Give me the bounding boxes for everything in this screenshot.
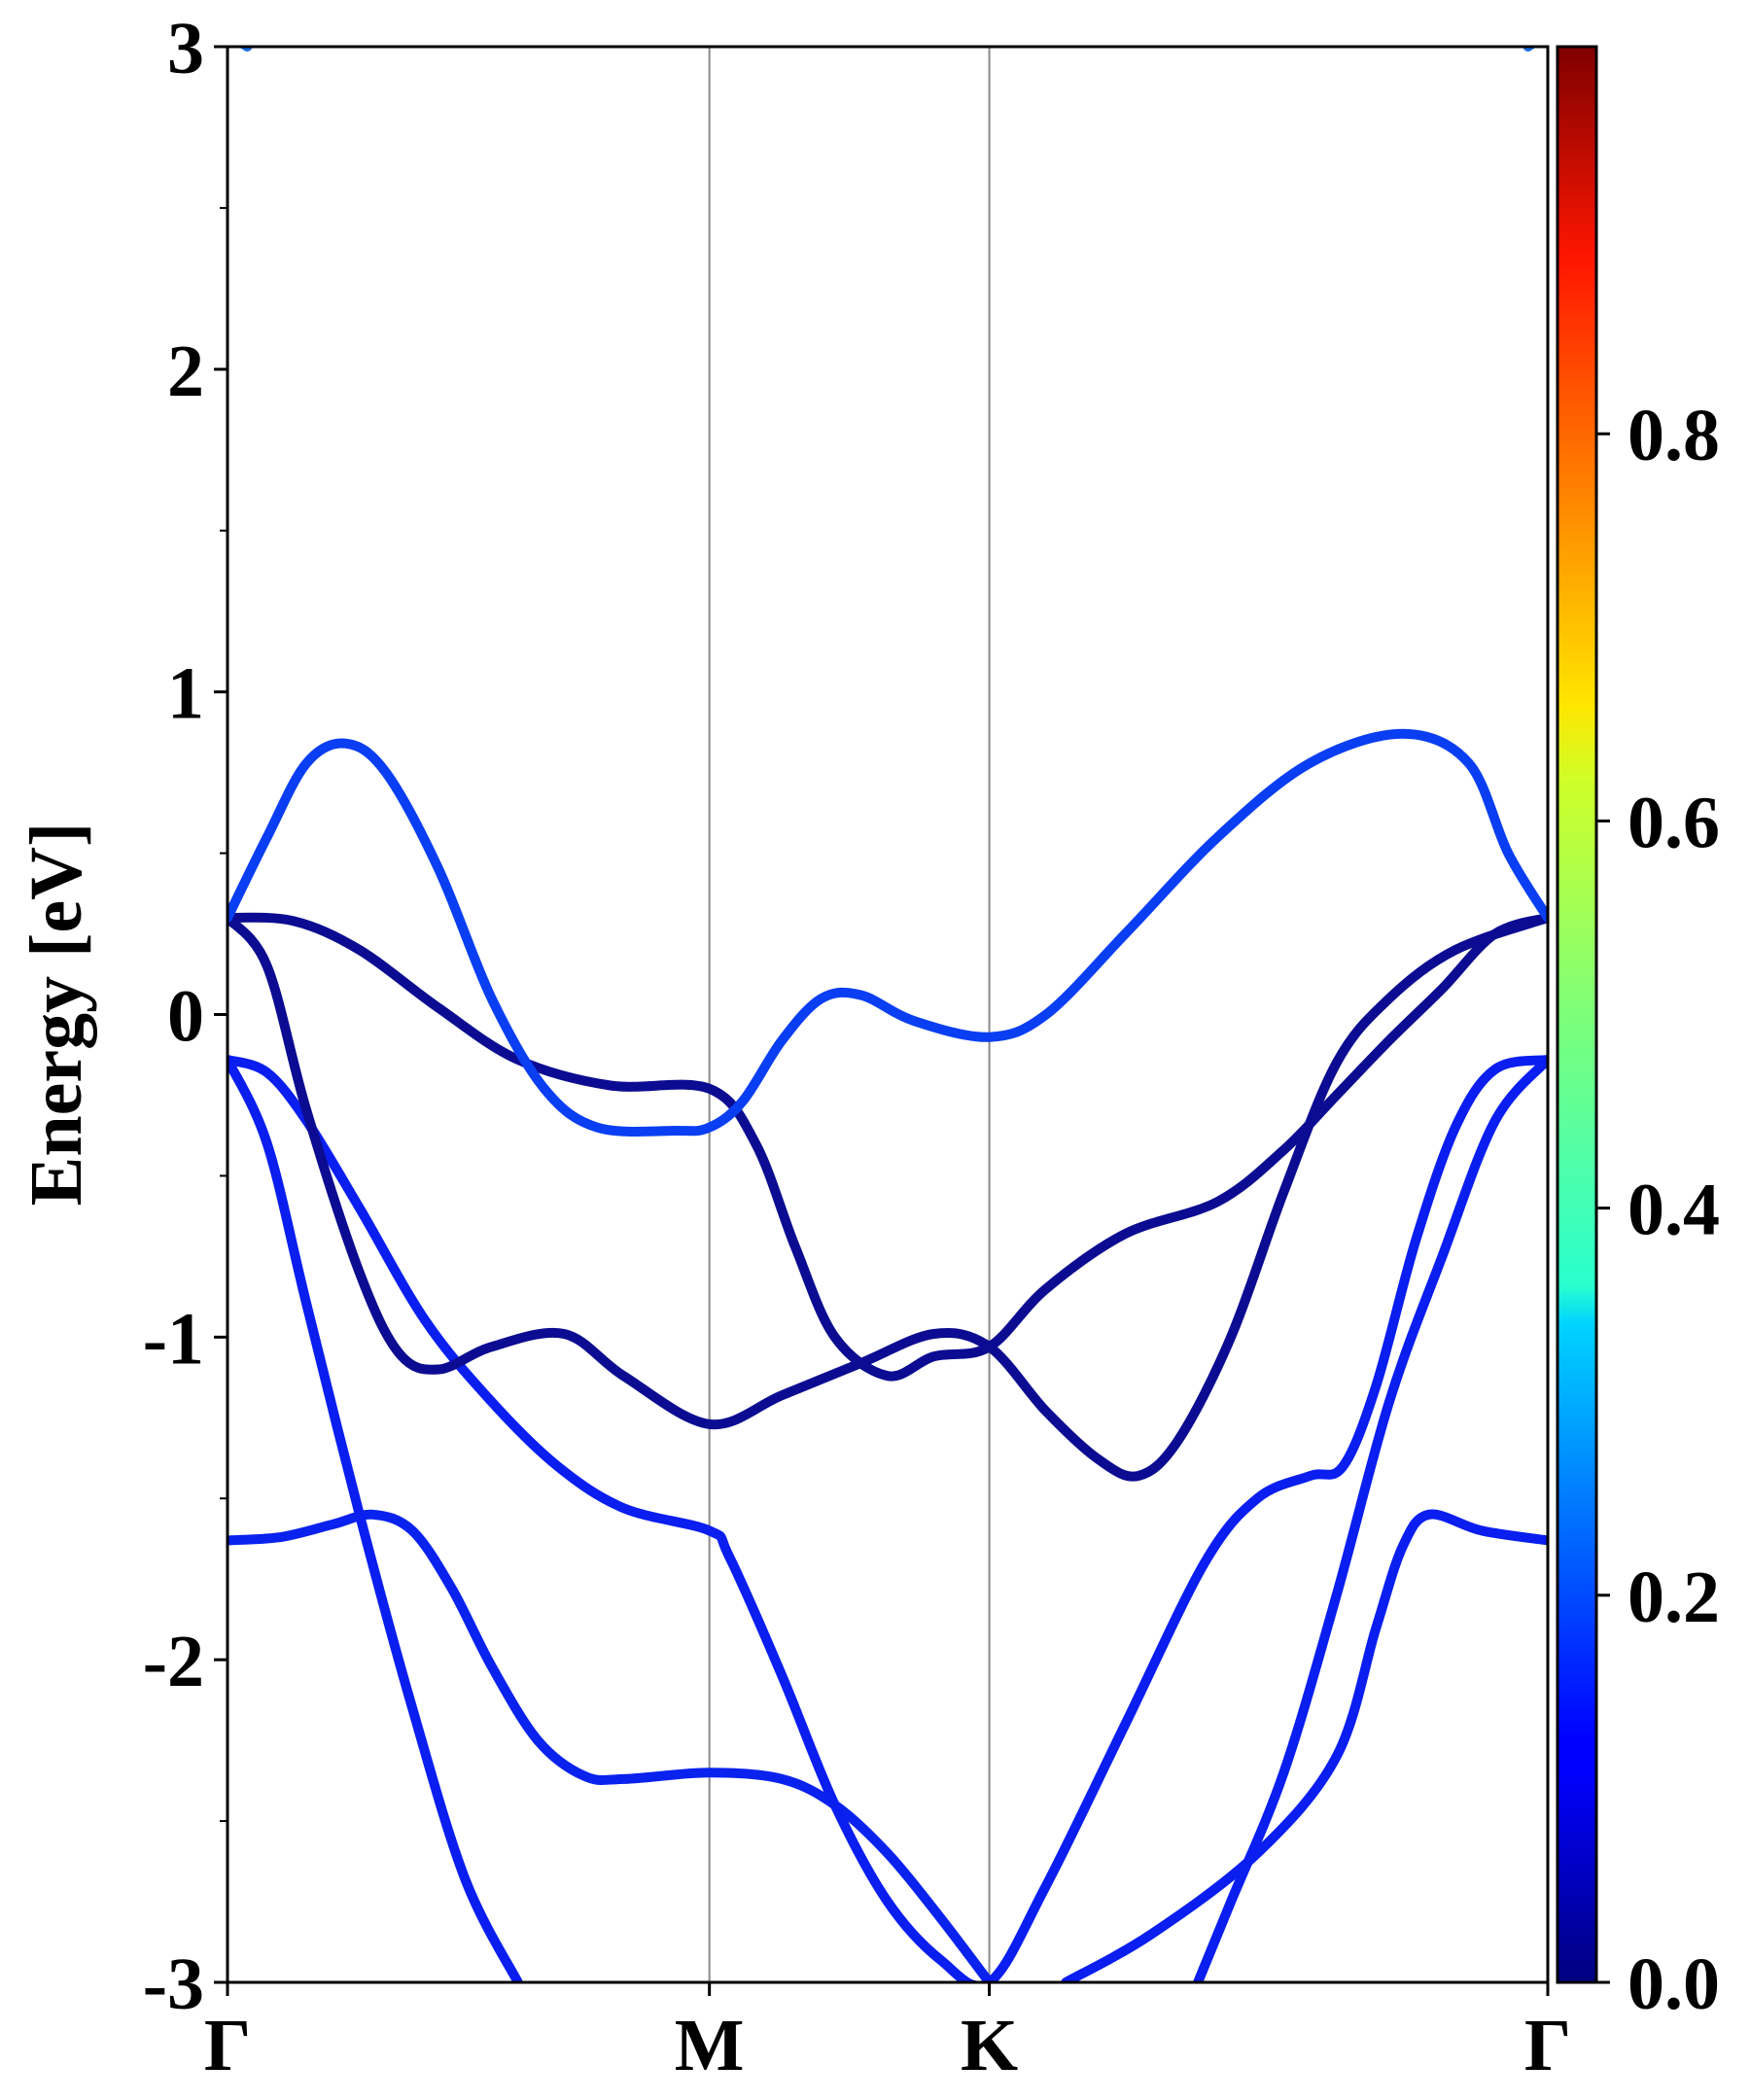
colorbar-tick-label: 0.4 — [1628, 1170, 1720, 1251]
kpoint-label: K — [961, 2005, 1018, 2086]
colorbar-tick-label: 0.6 — [1628, 782, 1720, 863]
band-line-5 — [1193, 1055, 1548, 1982]
y-tick-label: -2 — [143, 1621, 204, 1702]
band-line-2 — [228, 1055, 1548, 1982]
band-line-3 — [228, 1055, 523, 1982]
y-axis-title: Energy [eV] — [16, 822, 97, 1207]
y-tick-label: 1 — [167, 653, 204, 735]
y-tick-label: 0 — [167, 976, 204, 1058]
colorbar-ticks: 0.0 0.2 0.4 0.6 0.8 — [1596, 395, 1720, 2025]
bands — [228, 47, 1548, 1982]
band-line-6 — [228, 913, 1548, 1482]
kpoint-lines — [708, 47, 991, 1982]
band-line-1 — [228, 1509, 995, 1982]
y-axis-ticks: -3 -2 -1 0 1 2 3 — [143, 8, 228, 2025]
plot-frame — [226, 45, 1550, 1984]
colorbar-tick-label: 0.8 — [1628, 395, 1720, 476]
band-line-7 — [228, 912, 1548, 1382]
band-line-8 — [228, 728, 1548, 1137]
y-tick-label: -1 — [143, 1298, 204, 1380]
colorbar-tick-label: 0.0 — [1628, 1943, 1720, 2025]
kpoint-label: Γ — [1524, 2005, 1571, 2086]
y-tick-label: 2 — [167, 331, 204, 412]
kpoint-label: M — [675, 2005, 745, 2086]
y-tick-label: -3 — [143, 1943, 204, 2025]
kpoint-label: Γ — [204, 2005, 251, 2086]
band-line-4 — [1061, 1509, 1548, 1982]
colorbar — [1556, 45, 1598, 1984]
band-line-10 — [1522, 47, 1537, 52]
band-line-9 — [238, 47, 253, 52]
colorbar-tick-label: 0.2 — [1628, 1557, 1720, 1638]
y-tick-label: 3 — [167, 8, 204, 89]
